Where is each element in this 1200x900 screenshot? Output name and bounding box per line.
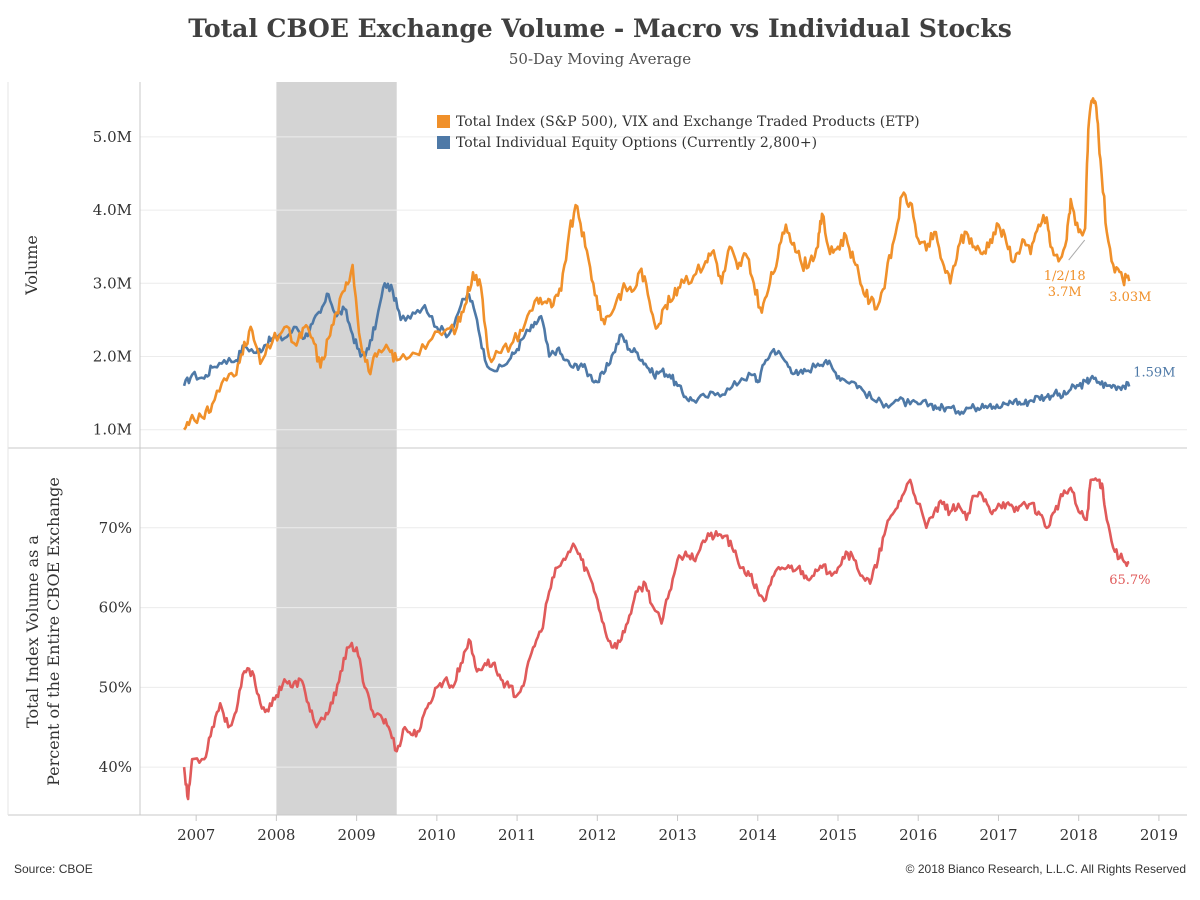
legend-swatch (437, 115, 450, 128)
series-line-equity-options (182, 282, 1131, 416)
chart-subtitle: 50-Day Moving Average (508, 50, 692, 68)
x-tick-label: 2016 (899, 826, 937, 844)
annotation-label: 1.59M (1133, 366, 1175, 381)
y-tick-label: 50% (99, 678, 132, 696)
y-tick-label: 3.0M (93, 274, 132, 292)
text-layer: 1.0M 2.0M 3.0M 4.0M 5.0M Volume 40% 50% 60% 70% To… (22, 114, 1178, 844)
legend-label: Total Individual Equity Options (Current… (456, 135, 817, 151)
annotation-label: 3.7M (1048, 285, 1082, 300)
x-tick-label: 2018 (1060, 826, 1098, 844)
x-tick-label: 2014 (739, 826, 777, 844)
recession-shading (276, 82, 397, 448)
x-tick-label: 2019 (1140, 826, 1178, 844)
y-tick-label: 4.0M (93, 201, 132, 219)
recession-shading (276, 448, 397, 815)
x-tick-label: 2007 (177, 826, 215, 844)
chart-title: Total CBOE Exchange Volume - Macro vs In… (188, 14, 1012, 43)
x-tick-label: 2015 (819, 826, 857, 844)
x-tick-label: 2013 (658, 826, 696, 844)
axes-layer (7, 82, 1187, 821)
x-tick-label: 2009 (338, 826, 376, 844)
series-line-index-vix-etp (183, 97, 1131, 431)
y-tick-label: 40% (99, 758, 132, 776)
y-tick-label: 60% (99, 599, 132, 617)
y-tick-label: 1.0M (93, 421, 132, 439)
background-layer (276, 82, 397, 815)
x-tick-label: 2012 (578, 826, 616, 844)
annotation-leader (1068, 239, 1086, 261)
legend-label: Total Index (S&P 500), VIX and Exchange … (456, 114, 920, 130)
annotation-label: 1/2/18 (1044, 269, 1086, 284)
annotation-label: 3.03M (1109, 290, 1151, 305)
y-tick-label: 2.0M (93, 348, 132, 366)
series-layer (182, 97, 1131, 801)
legend-swatch (437, 136, 450, 149)
y-axis-label: Volume (22, 235, 41, 296)
x-tick-label: 2010 (418, 826, 456, 844)
y-tick-label: 70% (99, 519, 132, 537)
y-tick-label: 5.0M (93, 128, 132, 146)
x-tick-label: 2008 (257, 826, 295, 844)
x-tick-label: 2011 (498, 826, 536, 844)
series-line-index-percent (182, 477, 1130, 801)
annotation-label: 65.7% (1109, 573, 1150, 588)
source-note: Source: CBOE (14, 862, 93, 876)
x-tick-label: 2017 (979, 826, 1017, 844)
y-axis-label: Total Index Volume as a (23, 535, 42, 728)
copyright-note: © 2018 Bianco Research, L.L.C. All Right… (905, 862, 1186, 876)
y-axis-label: Percent of the Entire CBOE Exchange (44, 477, 63, 786)
